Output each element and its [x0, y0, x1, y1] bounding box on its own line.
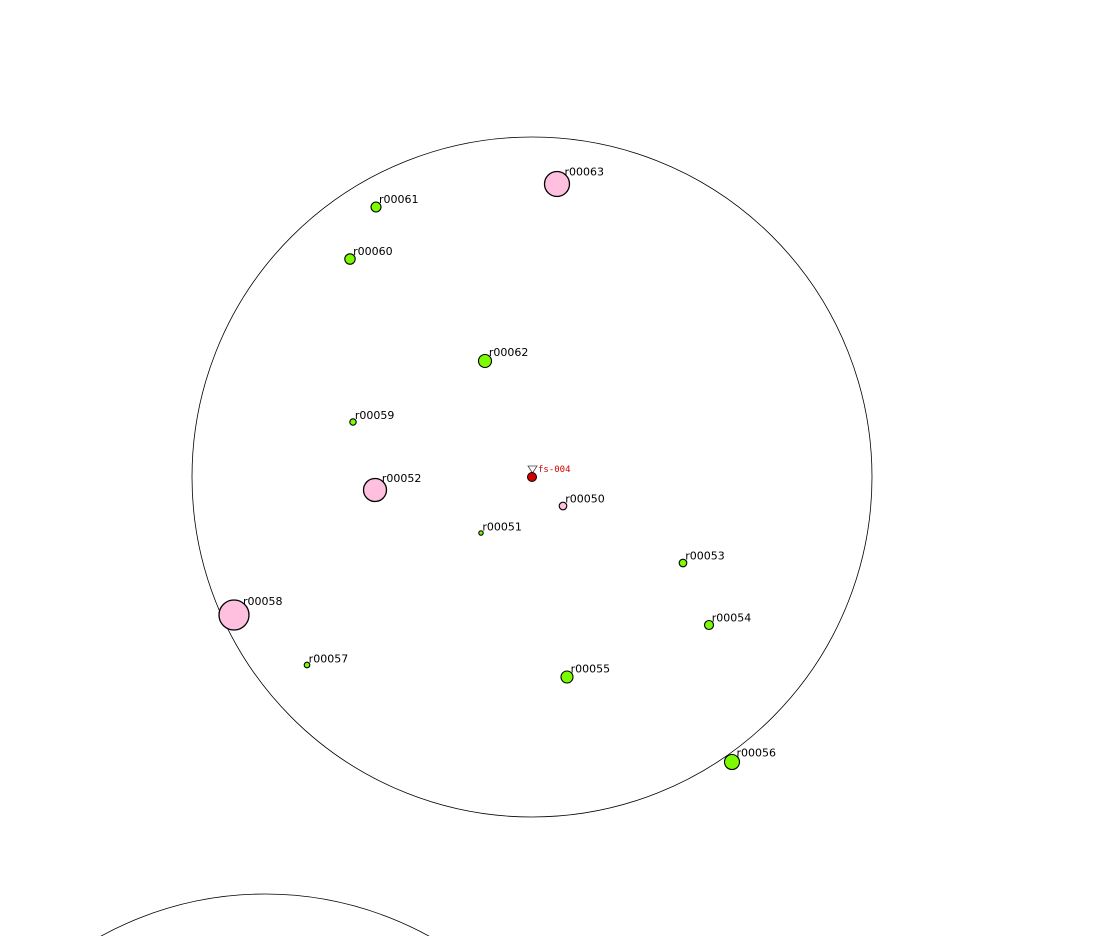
station-marker[interactable] [218, 599, 250, 631]
station-label: r00053 [685, 550, 725, 563]
center-station[interactable]: fs-004 [527, 465, 571, 482]
station-marker[interactable] [477, 353, 493, 369]
station-r00053[interactable]: r00053 [678, 550, 725, 568]
coverage-ring-secondary [100, 893, 430, 936]
station-r00061[interactable]: r00061 [370, 193, 419, 213]
station-r00060[interactable]: r00060 [344, 245, 393, 265]
station-label: r00056 [737, 747, 777, 760]
station-r00050[interactable]: r00050 [558, 493, 605, 511]
station-label: r00054 [712, 611, 752, 624]
station-r00052[interactable]: r00052 [362, 472, 422, 503]
station-marker[interactable] [558, 501, 568, 511]
station-label: r00062 [489, 346, 529, 359]
station-r00056[interactable]: r00056 [723, 747, 777, 771]
station-r00051[interactable]: r00051 [478, 521, 522, 536]
triangle-down-icon [527, 465, 538, 474]
station-marker[interactable] [344, 253, 356, 265]
stations-layer: r00050 r00051 r00052 r00053 r00054 r00055 r000… [218, 166, 777, 771]
station-label: r00057 [309, 652, 349, 665]
station-marker[interactable] [703, 619, 715, 631]
center-station-dot[interactable] [527, 472, 537, 482]
station-label: r00055 [571, 662, 611, 675]
station-r00059[interactable]: r00059 [349, 409, 395, 426]
station-marker[interactable] [723, 753, 741, 771]
station-marker[interactable] [560, 670, 574, 684]
station-label: r00051 [482, 521, 522, 534]
station-marker[interactable] [303, 661, 311, 669]
station-r00055[interactable]: r00055 [560, 662, 611, 684]
station-r00057[interactable]: r00057 [303, 652, 349, 669]
station-label: r00061 [379, 193, 419, 206]
station-label: r00059 [355, 409, 395, 422]
station-marker[interactable] [349, 418, 357, 426]
station-marker[interactable] [478, 530, 484, 536]
station-label: r00058 [243, 595, 283, 608]
station-r00063[interactable]: r00063 [543, 166, 605, 198]
station-marker[interactable] [362, 477, 388, 503]
station-label: r00050 [565, 493, 605, 506]
station-r00062[interactable]: r00062 [477, 346, 529, 369]
station-r00054[interactable]: r00054 [703, 611, 752, 631]
center-station-label: fs-004 [538, 465, 571, 475]
station-label: r00063 [565, 166, 605, 179]
station-marker[interactable] [678, 558, 688, 568]
station-r00058[interactable]: r00058 [218, 595, 283, 631]
station-label: r00052 [382, 472, 422, 485]
station-label: r00060 [353, 245, 393, 258]
coverage-ring [191, 136, 873, 818]
station-marker[interactable] [543, 170, 571, 198]
station-marker[interactable] [370, 201, 382, 213]
